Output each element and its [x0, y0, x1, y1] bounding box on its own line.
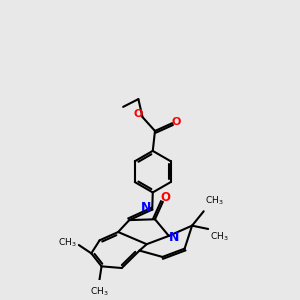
Text: CH$_3$: CH$_3$	[90, 286, 109, 298]
Text: O: O	[134, 109, 143, 119]
Text: O: O	[172, 117, 181, 127]
Text: N: N	[169, 231, 180, 244]
Text: CH$_3$: CH$_3$	[209, 230, 228, 243]
Text: CH$_3$: CH$_3$	[58, 236, 76, 248]
Text: O: O	[160, 191, 170, 205]
Text: N: N	[141, 201, 152, 214]
Text: CH$_3$: CH$_3$	[205, 195, 224, 207]
